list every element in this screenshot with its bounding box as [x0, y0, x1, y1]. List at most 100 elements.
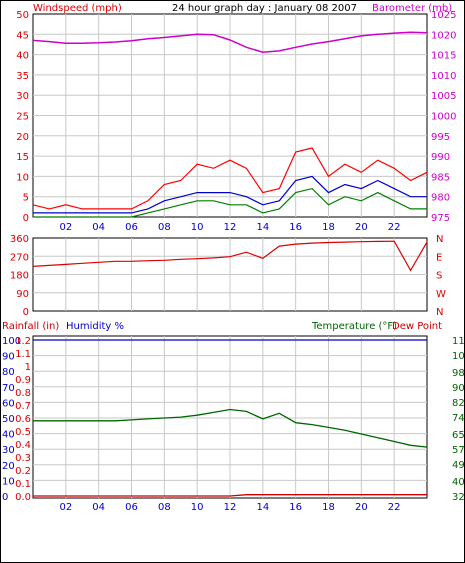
- x-tick-label: 02: [59, 502, 72, 513]
- x-tick-label: 10: [191, 502, 204, 513]
- humidity-tick: 20: [2, 461, 15, 472]
- x-tick-label: 20: [355, 502, 368, 513]
- compass-tick: E: [436, 252, 442, 263]
- temperature-tick: 107: [452, 351, 465, 362]
- direction-degree-tick-labels: 0 90 180 270 360: [10, 234, 29, 318]
- humidity-tick: 50: [2, 414, 15, 425]
- rainfall-tick: 0.9: [15, 375, 31, 386]
- rainfall-axis-label: Rainfall (in): [2, 321, 59, 332]
- direction-line: [32, 240, 428, 272]
- humidity-axis-label: Humidity %: [66, 321, 124, 332]
- rainfall-tick: 1: [25, 362, 31, 373]
- humidity-tick: 0: [2, 492, 8, 503]
- rainfall-tick: 0.5: [15, 427, 31, 438]
- x-tick-label: 22: [388, 222, 401, 233]
- humidity-tick: 70: [2, 383, 15, 394]
- humidity-tick: 90: [2, 352, 15, 363]
- x-tick-label: 16: [289, 502, 302, 513]
- rainfall-line: [33, 494, 427, 497]
- wind_avg-line: [33, 175, 427, 214]
- direction-degree-tick: 0: [23, 307, 29, 318]
- humidity-tick-labels: 0 10 20 30 40 50 60 70 80 90 100: [2, 336, 21, 503]
- barometer-tick: 995: [431, 132, 450, 143]
- barometer-tick: 985: [431, 172, 450, 183]
- temperature-tick: 49: [452, 460, 465, 471]
- temperature-tick: 82: [452, 398, 465, 409]
- barometer-tick: 980: [431, 193, 450, 204]
- temperature-tick: 98: [452, 368, 465, 379]
- chart-title: 24 hour graph day : January 08 2007: [172, 3, 357, 14]
- temperature-tick: 40: [452, 477, 465, 488]
- x-tick-label: 06: [125, 222, 138, 233]
- temperature-humidity-series: [33, 339, 428, 497]
- barometer-tick: 1020: [431, 30, 456, 41]
- x-tick-label: 04: [92, 502, 105, 513]
- temperature-axis-label: Temperature (°F): [311, 321, 397, 332]
- barometer-tick: 1000: [431, 112, 456, 123]
- dew-point-axis-label: Dew Point: [392, 321, 442, 332]
- x-tick-label: 22: [388, 502, 401, 513]
- humidity-tick: 80: [2, 367, 15, 378]
- direction-degree-tick: 270: [10, 252, 29, 263]
- windspeed-tick: 35: [16, 71, 29, 82]
- wind-direction-series: [32, 240, 428, 272]
- wind-barometer-grid: [33, 14, 427, 217]
- compass-tick: N: [436, 234, 443, 245]
- humidity-tick: 60: [2, 398, 15, 409]
- x-tick-label: 08: [158, 502, 171, 513]
- x-tick-label: 20: [355, 222, 368, 233]
- direction-degree-tick: 180: [10, 271, 29, 282]
- direction-degree-tick: 360: [10, 234, 29, 245]
- humidity-tick: 30: [2, 445, 15, 456]
- windspeed-tick: 10: [16, 172, 29, 183]
- temperature-humidity-grid: [33, 336, 427, 498]
- x-tick-label: 06: [125, 502, 138, 513]
- windspeed-tick: 15: [16, 152, 29, 163]
- x-tick-label: 18: [322, 222, 335, 233]
- windspeed-tick: 0: [23, 213, 29, 224]
- x-tick-label: 12: [224, 222, 237, 233]
- wind-x-tick-labels: 02 04 06 08 10 12 14 16 18 20 22: [59, 222, 400, 233]
- barometer-tick: 975: [431, 213, 450, 224]
- rainfall-tick: 0.2: [15, 466, 31, 477]
- barometer-line: [32, 31, 428, 53]
- temp-x-tick-labels: 02 04 06 08 10 12 14 16 18 20 22: [59, 502, 400, 513]
- x-tick-label: 02: [59, 222, 72, 233]
- x-tick-label: 14: [256, 502, 269, 513]
- rainfall-tick: 0.4: [15, 440, 31, 451]
- windspeed-tick-labels: 0 5 10 15 20 25 30 35 40 45 50: [16, 10, 29, 224]
- wind-barometer-series: [32, 31, 428, 218]
- barometer-tick: 1010: [431, 71, 456, 82]
- temperature-tick: 57: [452, 445, 465, 456]
- wind_min-line: [33, 187, 427, 218]
- windspeed-axis-label: Windspeed (mph): [33, 3, 122, 14]
- rainfall-tick: 0.6: [15, 414, 31, 425]
- barometer-axis-label: Barometer (mb): [372, 3, 452, 14]
- rainfall-tick: 0.0: [15, 492, 31, 503]
- humidity-tick: 40: [2, 430, 15, 441]
- x-tick-label: 14: [256, 222, 269, 233]
- barometer-tick-labels: 975 980 985 990 995 1000 1005 1010 1015 1020 1025: [431, 10, 456, 224]
- temperature-line: [33, 408, 428, 448]
- windspeed-tick: 5: [23, 193, 29, 204]
- windspeed-tick: 45: [16, 30, 29, 41]
- wind_max-line: [32, 147, 428, 210]
- rainfall-tick: 1.1: [15, 349, 31, 360]
- temperature-tick: 90: [452, 383, 465, 394]
- x-tick-label: 18: [322, 502, 335, 513]
- barometer-tick: 1005: [431, 91, 456, 102]
- temperature-tick: 32: [452, 492, 465, 503]
- temperature-tick: 65: [452, 430, 465, 441]
- x-tick-label: 08: [158, 222, 171, 233]
- windspeed-tick: 50: [16, 10, 29, 21]
- windspeed-tick: 40: [16, 51, 29, 62]
- windspeed-tick: 30: [16, 91, 29, 102]
- barometer-tick: 1015: [431, 51, 456, 62]
- rainfall-tick: 0.3: [15, 453, 31, 464]
- rainfall-tick-labels: 0.0 0.1 0.2 0.3 0.4 0.5 0.6 0.7 0.8 0.9 1 1.1 1.2: [15, 336, 31, 503]
